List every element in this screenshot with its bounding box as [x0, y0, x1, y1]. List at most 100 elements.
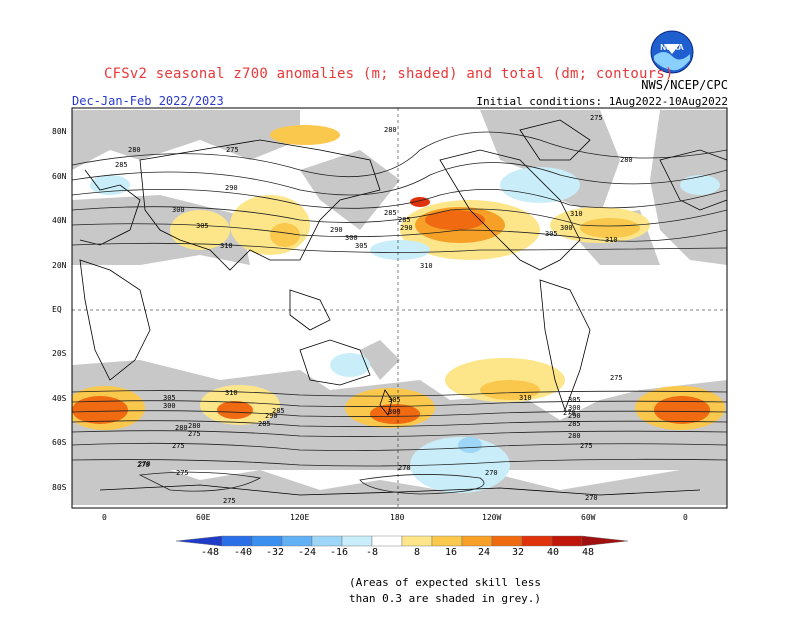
contour-label: 285 — [398, 216, 411, 224]
contour-label: 305 — [545, 230, 558, 238]
contour-label: 300 — [345, 234, 358, 242]
contour-label: 280 — [568, 432, 581, 440]
contour-label: 285 — [258, 420, 271, 428]
contour-label: 310 — [220, 242, 233, 250]
lat-label: 80S — [52, 483, 67, 492]
contour-label: 275 — [223, 497, 236, 505]
colorbar-label: 16 — [445, 547, 458, 558]
colorbar-swatch — [491, 535, 523, 547]
colorbar-swatch — [311, 535, 343, 547]
contour-label: 275 — [176, 469, 189, 477]
contour-label: 300 — [172, 206, 185, 214]
contour-label: 270 — [138, 460, 151, 468]
lon-label: 60W — [581, 513, 596, 522]
colorbar-swatch — [581, 535, 629, 547]
contour-label: 275 — [226, 146, 239, 154]
colorbar-label: 40 — [547, 547, 560, 558]
contour-label: 310 — [225, 389, 238, 397]
contour-label: 290 — [568, 412, 581, 420]
colorbar-label: -24 — [298, 547, 317, 558]
colorbar-label: -32 — [266, 547, 285, 558]
contour-label-group: 280 275 285 290 300 305 310 280 285 290 … — [115, 114, 633, 505]
contour-label: 310 — [605, 236, 618, 244]
colorbar-label: -40 — [234, 547, 253, 558]
colorbar-label: 48 — [582, 547, 595, 558]
initial-conditions: Initial conditions: 1Aug2022-10Aug2022 — [476, 95, 728, 108]
lon-label: 0 — [683, 513, 688, 522]
lon-label: 60E — [196, 513, 211, 522]
colorbar-label: -8 — [366, 547, 379, 558]
graticule — [72, 108, 727, 508]
contour-label: 305 — [388, 396, 401, 404]
colorbar — [175, 535, 629, 547]
agency-label: NWS/NCEP/CPC — [641, 78, 728, 92]
contour-label: 285 — [568, 420, 581, 428]
chart-title: CFSv2 seasonal z700 anomalies (m; shaded… — [104, 66, 674, 82]
colorbar-label: 24 — [478, 547, 491, 558]
contour-label: 310 — [570, 210, 583, 218]
lat-label: 60S — [52, 438, 67, 447]
map-frame — [71, 107, 728, 509]
colorbar-swatch — [521, 535, 553, 547]
contour-label: 270 — [485, 469, 498, 477]
contour-label: 275 — [610, 374, 623, 382]
contour-label: 275 — [590, 114, 603, 122]
contour-label: 270 — [398, 464, 411, 472]
colorbar-swatch — [281, 535, 313, 547]
contour-label: 275 — [172, 442, 185, 450]
contour-label: 270 — [585, 494, 598, 502]
colorbar-swatch — [251, 535, 283, 547]
contour-label: 300 — [560, 224, 573, 232]
contour-label: 285 — [115, 161, 128, 169]
contour-label: 305 — [568, 396, 581, 404]
lon-label: 120E — [290, 513, 310, 522]
height-contours — [72, 131, 727, 495]
contour-label: 310 — [519, 394, 532, 402]
skill-note-line2: than 0.3 are shaded in grey.) — [349, 592, 542, 605]
contour-label: 310 — [420, 262, 433, 270]
colorbar-label: -16 — [330, 547, 349, 558]
colorbar-swatch — [461, 535, 493, 547]
colorbar-swatch — [371, 535, 403, 547]
contour-label: 285 — [384, 209, 397, 217]
contour-label: 275 — [580, 442, 593, 450]
colorbar-label: 32 — [512, 547, 525, 558]
contour-label: 305 — [196, 222, 209, 230]
noaa-logo: NOAA — [650, 30, 694, 74]
contour-label: 285 — [272, 407, 285, 415]
contour-label: 280 — [620, 156, 633, 164]
coastlines — [79, 119, 727, 496]
lat-label: 80N — [52, 127, 67, 136]
colorbar-label: -48 — [201, 547, 220, 558]
colorbar-swatch — [431, 535, 463, 547]
contour-label: 270 — [137, 461, 150, 469]
lon-label: 180 — [390, 513, 405, 522]
contour-label: 270 — [563, 409, 576, 417]
contour-label: 280 — [175, 424, 188, 432]
lat-label: EQ — [52, 305, 62, 314]
positive-anomalies — [72, 125, 725, 430]
forecast-period: Dec-Jan-Feb 2022/2023 — [72, 94, 224, 108]
contour-label: 290 — [265, 412, 278, 420]
contour-label: 305 — [355, 242, 368, 250]
contour-label: 305 — [163, 394, 176, 402]
contour-label: 275 — [188, 430, 201, 438]
colorbar-label: 8 — [414, 547, 421, 558]
colorbar-swatch — [221, 535, 253, 547]
colorbar-swatch — [175, 535, 223, 547]
contour-label: 300 — [568, 404, 581, 412]
contour-label: 290 — [225, 184, 238, 192]
lat-label: 40S — [52, 394, 67, 403]
lat-label: 60N — [52, 172, 67, 181]
skill-note-line1: (Areas of expected skill less — [349, 576, 542, 589]
contour-label: 300 — [388, 408, 401, 416]
lat-label: 40N — [52, 216, 67, 225]
lon-label: 0 — [102, 513, 107, 522]
contour-label: 290 — [330, 226, 343, 234]
contour-label: 300 — [163, 402, 176, 410]
colorbar-swatch — [551, 535, 583, 547]
contour-label: 280 — [128, 146, 141, 154]
lat-label: 20N — [52, 261, 67, 270]
contour-label: 280 — [384, 126, 397, 134]
